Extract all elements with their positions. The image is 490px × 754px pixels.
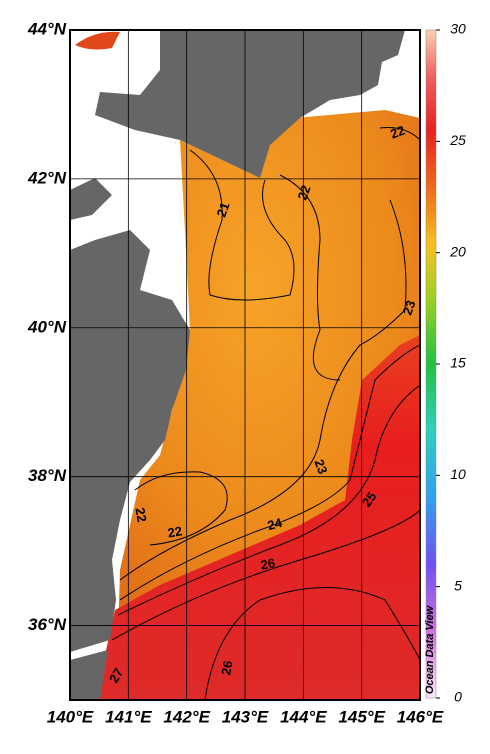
lon-tick-label: 143°E (222, 707, 269, 726)
contour-label: 27 (106, 665, 126, 685)
lat-tick-label: 36°N (28, 615, 67, 634)
colorbar (425, 29, 437, 699)
map-frame (69, 29, 421, 701)
contour-label: 22 (132, 506, 149, 523)
contour-label: 23 (399, 298, 418, 317)
colorbar-tick-label: 5 (454, 577, 462, 593)
contour-label: 25 (359, 489, 380, 509)
colorbar-tick-label: 10 (450, 466, 466, 482)
colorbar-tick-label: 0 (454, 689, 462, 705)
lon-tick-label: 146°E (397, 707, 444, 726)
colorbar-tick-label: 30 (450, 21, 466, 37)
lat-tick-label: 40°N (27, 317, 67, 336)
colorbar-tick-label: 15 (450, 355, 466, 371)
lon-tick-label: 142°E (163, 707, 210, 726)
watermark: Ocean Data View (424, 604, 436, 694)
contour-label: 23 (311, 457, 330, 476)
contour-label: 22 (166, 523, 183, 540)
contour-label: 26 (218, 659, 235, 676)
lat-tick-label: 44°N (27, 19, 67, 38)
lon-tick-label: 141°E (105, 707, 152, 726)
contour-label: 24 (266, 515, 285, 533)
lon-tick-label: 145°E (338, 707, 385, 726)
colorbar-tick-label: 25 (449, 132, 466, 148)
lat-tick-label: 42°N (27, 168, 67, 187)
lon-tick-label: 140°E (47, 707, 94, 726)
contour-label: 26 (259, 555, 276, 572)
contour-label: 22 (294, 183, 313, 202)
lat-tick-label: 38°N (28, 466, 67, 485)
contour-label: 22 (388, 122, 407, 141)
colorbar-tick-label: 20 (449, 243, 466, 259)
lon-tick-label: 144°E (280, 707, 327, 726)
contour-label: 21 (213, 200, 232, 219)
